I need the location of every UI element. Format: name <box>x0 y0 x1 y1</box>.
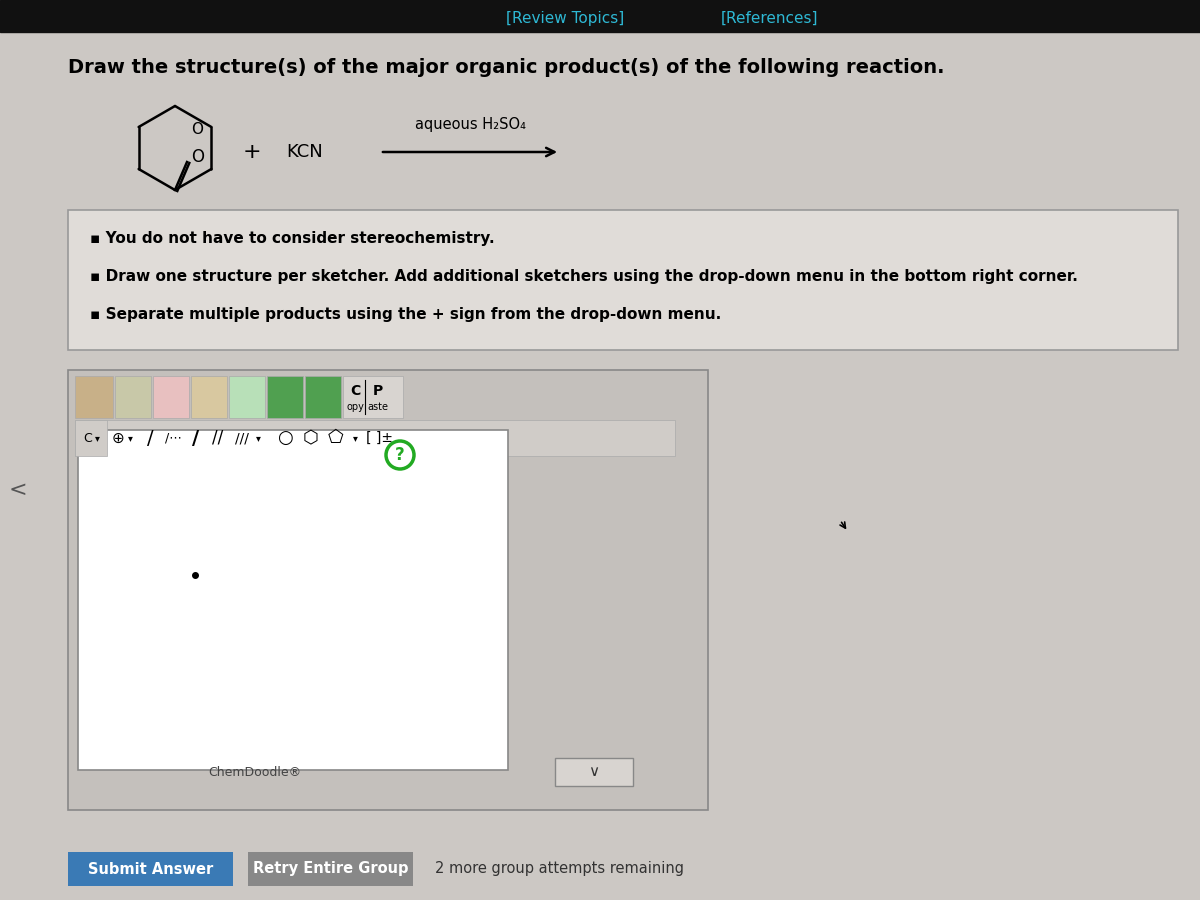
Text: opy: opy <box>346 402 364 412</box>
Circle shape <box>386 441 414 469</box>
Text: ChemDoodle®: ChemDoodle® <box>209 766 301 778</box>
Text: C: C <box>350 383 360 398</box>
Text: ▾: ▾ <box>127 433 132 443</box>
Text: C: C <box>83 431 91 445</box>
Text: ▪ Separate multiple products using the + sign from the drop-down menu.: ▪ Separate multiple products using the +… <box>90 307 721 321</box>
Text: [ ]±: [ ]± <box>366 431 394 445</box>
Text: 2 more group attempts remaining: 2 more group attempts remaining <box>436 861 684 877</box>
Bar <box>266 376 302 418</box>
Text: /: / <box>192 428 199 447</box>
Text: ▪ You do not have to consider stereochemistry.: ▪ You do not have to consider stereochem… <box>90 230 494 246</box>
Bar <box>305 376 341 418</box>
Text: ▪ Draw one structure per sketcher. Add additional sketchers using the drop-down : ▪ Draw one structure per sketcher. Add a… <box>90 268 1078 284</box>
Bar <box>0 0 1200 32</box>
Text: ///: /// <box>235 431 248 445</box>
Text: /⋯: /⋯ <box>164 431 181 445</box>
Text: [References]: [References] <box>721 11 818 25</box>
Text: Draw the structure(s) of the major organic product(s) of the following reaction.: Draw the structure(s) of the major organ… <box>68 58 944 77</box>
Text: ⬠: ⬠ <box>328 429 343 447</box>
Bar <box>115 376 151 418</box>
Bar <box>343 376 403 418</box>
Text: ⬡: ⬡ <box>302 429 318 447</box>
Text: ○: ○ <box>277 429 293 447</box>
Text: O: O <box>191 148 204 166</box>
Text: ▾: ▾ <box>353 433 358 443</box>
Bar <box>68 852 233 886</box>
Text: O: O <box>191 122 203 137</box>
Text: KCN: KCN <box>287 143 323 161</box>
Bar <box>248 852 413 886</box>
Bar <box>74 420 674 456</box>
Text: //: // <box>212 429 223 447</box>
Text: P: P <box>373 383 383 398</box>
Bar <box>68 370 708 810</box>
Text: aqueous H₂SO₄: aqueous H₂SO₄ <box>414 117 526 132</box>
Bar <box>74 420 107 456</box>
Text: ⊕: ⊕ <box>112 430 125 446</box>
Text: ▾: ▾ <box>95 433 100 443</box>
Text: Retry Entire Group: Retry Entire Group <box>253 861 408 877</box>
Text: ?: ? <box>395 446 404 464</box>
Text: Submit Answer: Submit Answer <box>88 861 214 877</box>
Bar <box>154 376 190 418</box>
FancyBboxPatch shape <box>68 210 1178 350</box>
Text: ▾: ▾ <box>256 433 260 443</box>
Bar <box>78 430 508 770</box>
Bar <box>229 376 265 418</box>
Text: +: + <box>242 142 262 162</box>
Bar <box>554 758 634 786</box>
Text: ∨: ∨ <box>588 764 600 779</box>
Bar <box>191 376 227 418</box>
Bar <box>74 376 113 418</box>
Text: aste: aste <box>367 402 389 412</box>
Text: <: < <box>8 480 28 500</box>
Text: /: / <box>146 428 154 447</box>
Text: [Review Topics]: [Review Topics] <box>506 11 624 25</box>
